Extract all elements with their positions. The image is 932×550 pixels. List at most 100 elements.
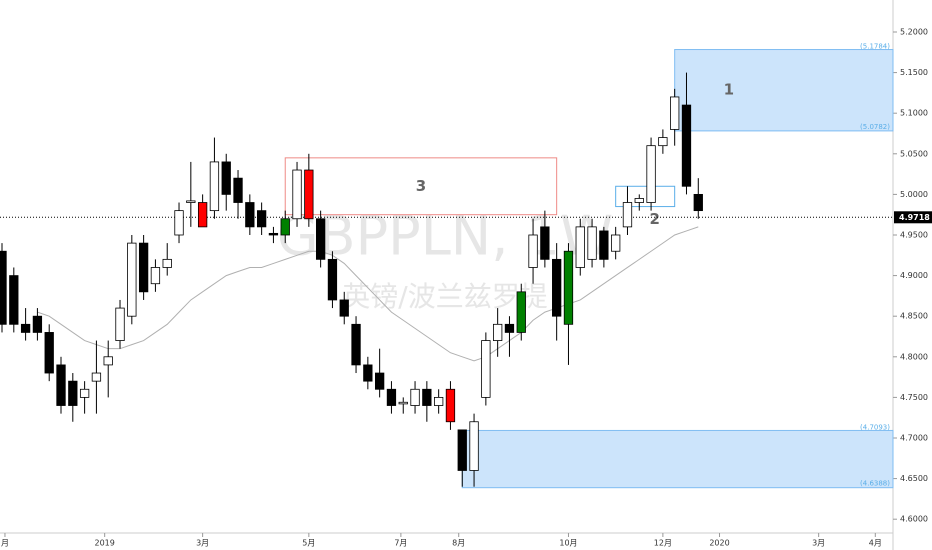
candle-body <box>256 210 267 228</box>
zone-label: 3 <box>416 177 426 195</box>
y-tick-label: 4.6500 <box>900 474 928 483</box>
y-tick-label: 5.0000 <box>900 190 928 199</box>
candle-body <box>150 267 161 285</box>
candle-body <box>280 218 290 236</box>
candle-body <box>339 299 349 317</box>
y-tick-label: 4.8000 <box>900 352 928 361</box>
x-tick-label: 3月 <box>196 539 209 548</box>
y-tick-label: 4.6000 <box>900 515 928 524</box>
candle-body <box>434 396 444 406</box>
candle-body <box>245 202 255 228</box>
candle-body <box>528 234 538 268</box>
candle-body <box>304 169 314 220</box>
candle-body <box>197 202 208 228</box>
candle-body <box>493 323 503 341</box>
x-tick-label: 10月 <box>559 539 577 548</box>
candle-body <box>374 372 385 390</box>
candle-body <box>646 145 656 203</box>
zone-top-label: (4.7093) <box>860 423 890 431</box>
last-price-label: 4.9718 <box>899 213 930 222</box>
x-tick-label: 月 <box>1 539 9 548</box>
y-tick-label: 5.1000 <box>900 109 928 118</box>
candle-body <box>221 161 231 195</box>
candle-body <box>575 226 585 268</box>
candle-body <box>540 226 550 260</box>
y-tick-label: 4.9500 <box>900 230 928 239</box>
candle-body <box>68 380 78 406</box>
candle-body <box>44 332 54 374</box>
y-tick-label: 4.7500 <box>900 393 928 402</box>
candle-body <box>186 200 196 203</box>
x-tick-label: 3月 <box>812 539 825 548</box>
y-tick-label: 4.9000 <box>900 271 928 280</box>
candle-body <box>32 315 43 333</box>
candle-body <box>457 429 467 471</box>
ma-line <box>37 226 699 362</box>
last-price-box <box>894 211 932 224</box>
x-tick-label: 2020 <box>709 539 729 548</box>
x-tick-label: 7月 <box>394 539 407 548</box>
zone-bottom-label: (5.0782) <box>860 123 890 131</box>
candle-body <box>693 193 703 212</box>
candle-body <box>268 232 279 236</box>
candle-body <box>79 388 90 398</box>
candle-body <box>386 388 397 406</box>
candle-body <box>103 356 113 366</box>
x-tick-label: 4月 <box>869 539 882 548</box>
candle-body <box>292 169 302 220</box>
x-tick-label: 2019 <box>94 539 114 548</box>
candle-body <box>622 202 633 228</box>
zone-top-label: (5.1784) <box>860 43 890 51</box>
y-tick-label: 4.8500 <box>900 312 928 321</box>
candle-body <box>670 96 680 130</box>
candle-body <box>351 323 361 366</box>
candle-body <box>634 198 644 203</box>
y-tick-label: 4.7000 <box>900 433 928 442</box>
candle-body <box>0 250 7 325</box>
watermark: GBPPLN, 1W <box>277 205 614 268</box>
x-tick-label: 12月 <box>654 539 672 548</box>
candle-body <box>9 275 19 325</box>
candle-body <box>56 364 66 406</box>
zone <box>674 49 894 132</box>
zone <box>615 185 676 208</box>
candle-body <box>445 388 456 423</box>
candle-body <box>209 161 220 212</box>
y-tick-label: 5.0500 <box>900 149 928 158</box>
candle-body <box>611 234 621 252</box>
candle-body <box>587 226 597 260</box>
candle-body <box>115 307 125 341</box>
y-tick-label: 5.1500 <box>900 68 928 77</box>
candle-body <box>162 258 172 268</box>
candle-body <box>233 177 243 203</box>
zone <box>284 157 558 216</box>
x-tick-label: 8月 <box>452 539 465 548</box>
candle-body <box>422 388 432 406</box>
candle-body <box>127 242 137 317</box>
candle-body <box>138 242 149 293</box>
zone-bottom-label: (4.6388) <box>860 480 890 488</box>
candle-body <box>658 137 668 147</box>
zone-label: 2 <box>649 210 659 228</box>
candle-body <box>315 218 326 260</box>
candle-body <box>599 230 609 260</box>
zone <box>461 429 894 489</box>
candle-body <box>681 104 692 187</box>
candle-body <box>398 401 408 405</box>
candle-body <box>410 388 420 406</box>
candle-body <box>563 250 574 325</box>
candle-body <box>20 323 31 333</box>
x-tick-label: 5月 <box>302 539 315 548</box>
candle-body <box>91 372 102 382</box>
candle-body <box>552 258 562 317</box>
candle-body <box>327 258 338 301</box>
candle-body <box>469 421 479 471</box>
y-tick-label: 5.2000 <box>900 27 928 36</box>
candle-body <box>504 323 515 333</box>
candle-body <box>481 340 491 398</box>
zone-label: 1 <box>724 81 734 99</box>
candle-body <box>363 364 373 382</box>
candle-body <box>516 291 526 333</box>
